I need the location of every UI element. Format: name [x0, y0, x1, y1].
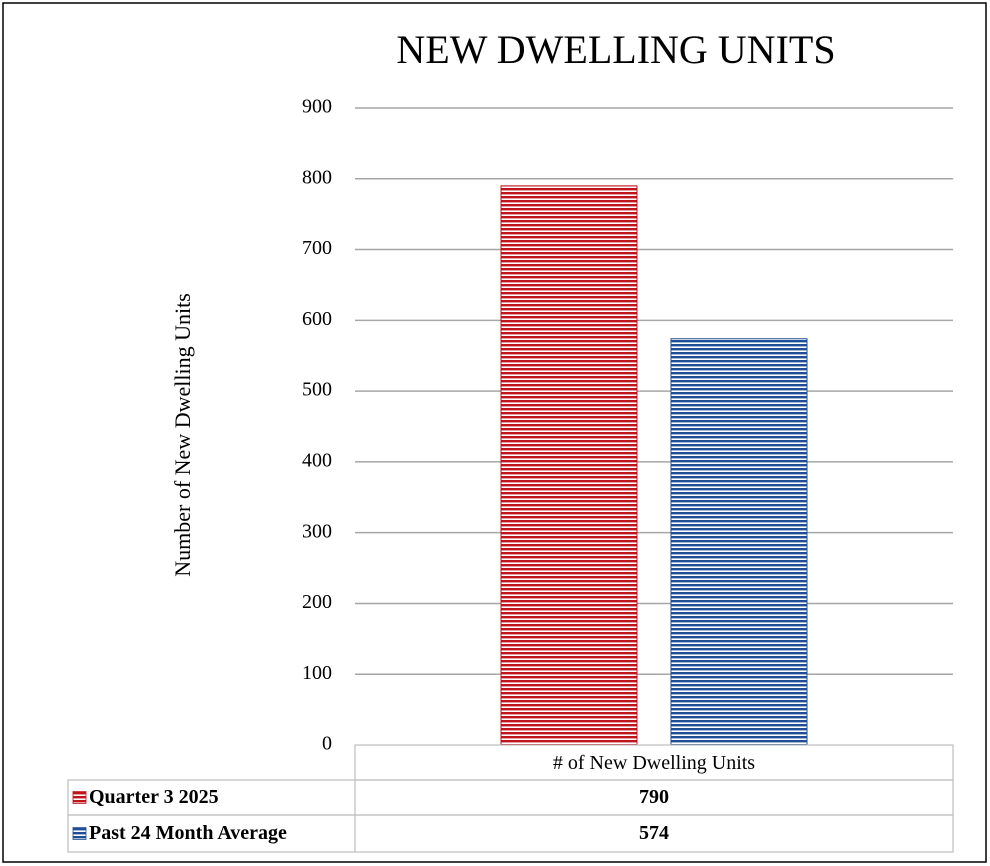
y-tick-label: 700	[302, 237, 332, 259]
legend-label: Quarter 3 2025	[89, 786, 219, 808]
legend-label: Past 24 Month Average	[89, 822, 287, 844]
y-tick-label: 300	[302, 520, 332, 542]
bar	[500, 185, 638, 746]
y-tick-label: 0	[322, 733, 332, 755]
y-tick-label: 400	[302, 449, 332, 471]
chart-title: NEW DWELLING UNITS	[396, 27, 835, 72]
table-value: 574	[639, 822, 669, 844]
table-row	[67, 814, 954, 853]
y-tick-label: 100	[302, 662, 332, 684]
table-value: 790	[639, 786, 669, 808]
y-tick-label: 200	[302, 591, 332, 613]
y-tick-label: 800	[302, 166, 332, 188]
y-tick-label: 900	[302, 96, 332, 118]
y-tick-label: 500	[302, 379, 332, 401]
y-axis-label: Number of New Dwelling Units	[170, 293, 195, 577]
y-tick-label: 600	[302, 308, 332, 330]
legend-key	[72, 791, 87, 804]
table-column-header: # of New Dwelling Units	[553, 752, 755, 774]
bar	[670, 338, 808, 746]
legend-key	[72, 827, 87, 840]
